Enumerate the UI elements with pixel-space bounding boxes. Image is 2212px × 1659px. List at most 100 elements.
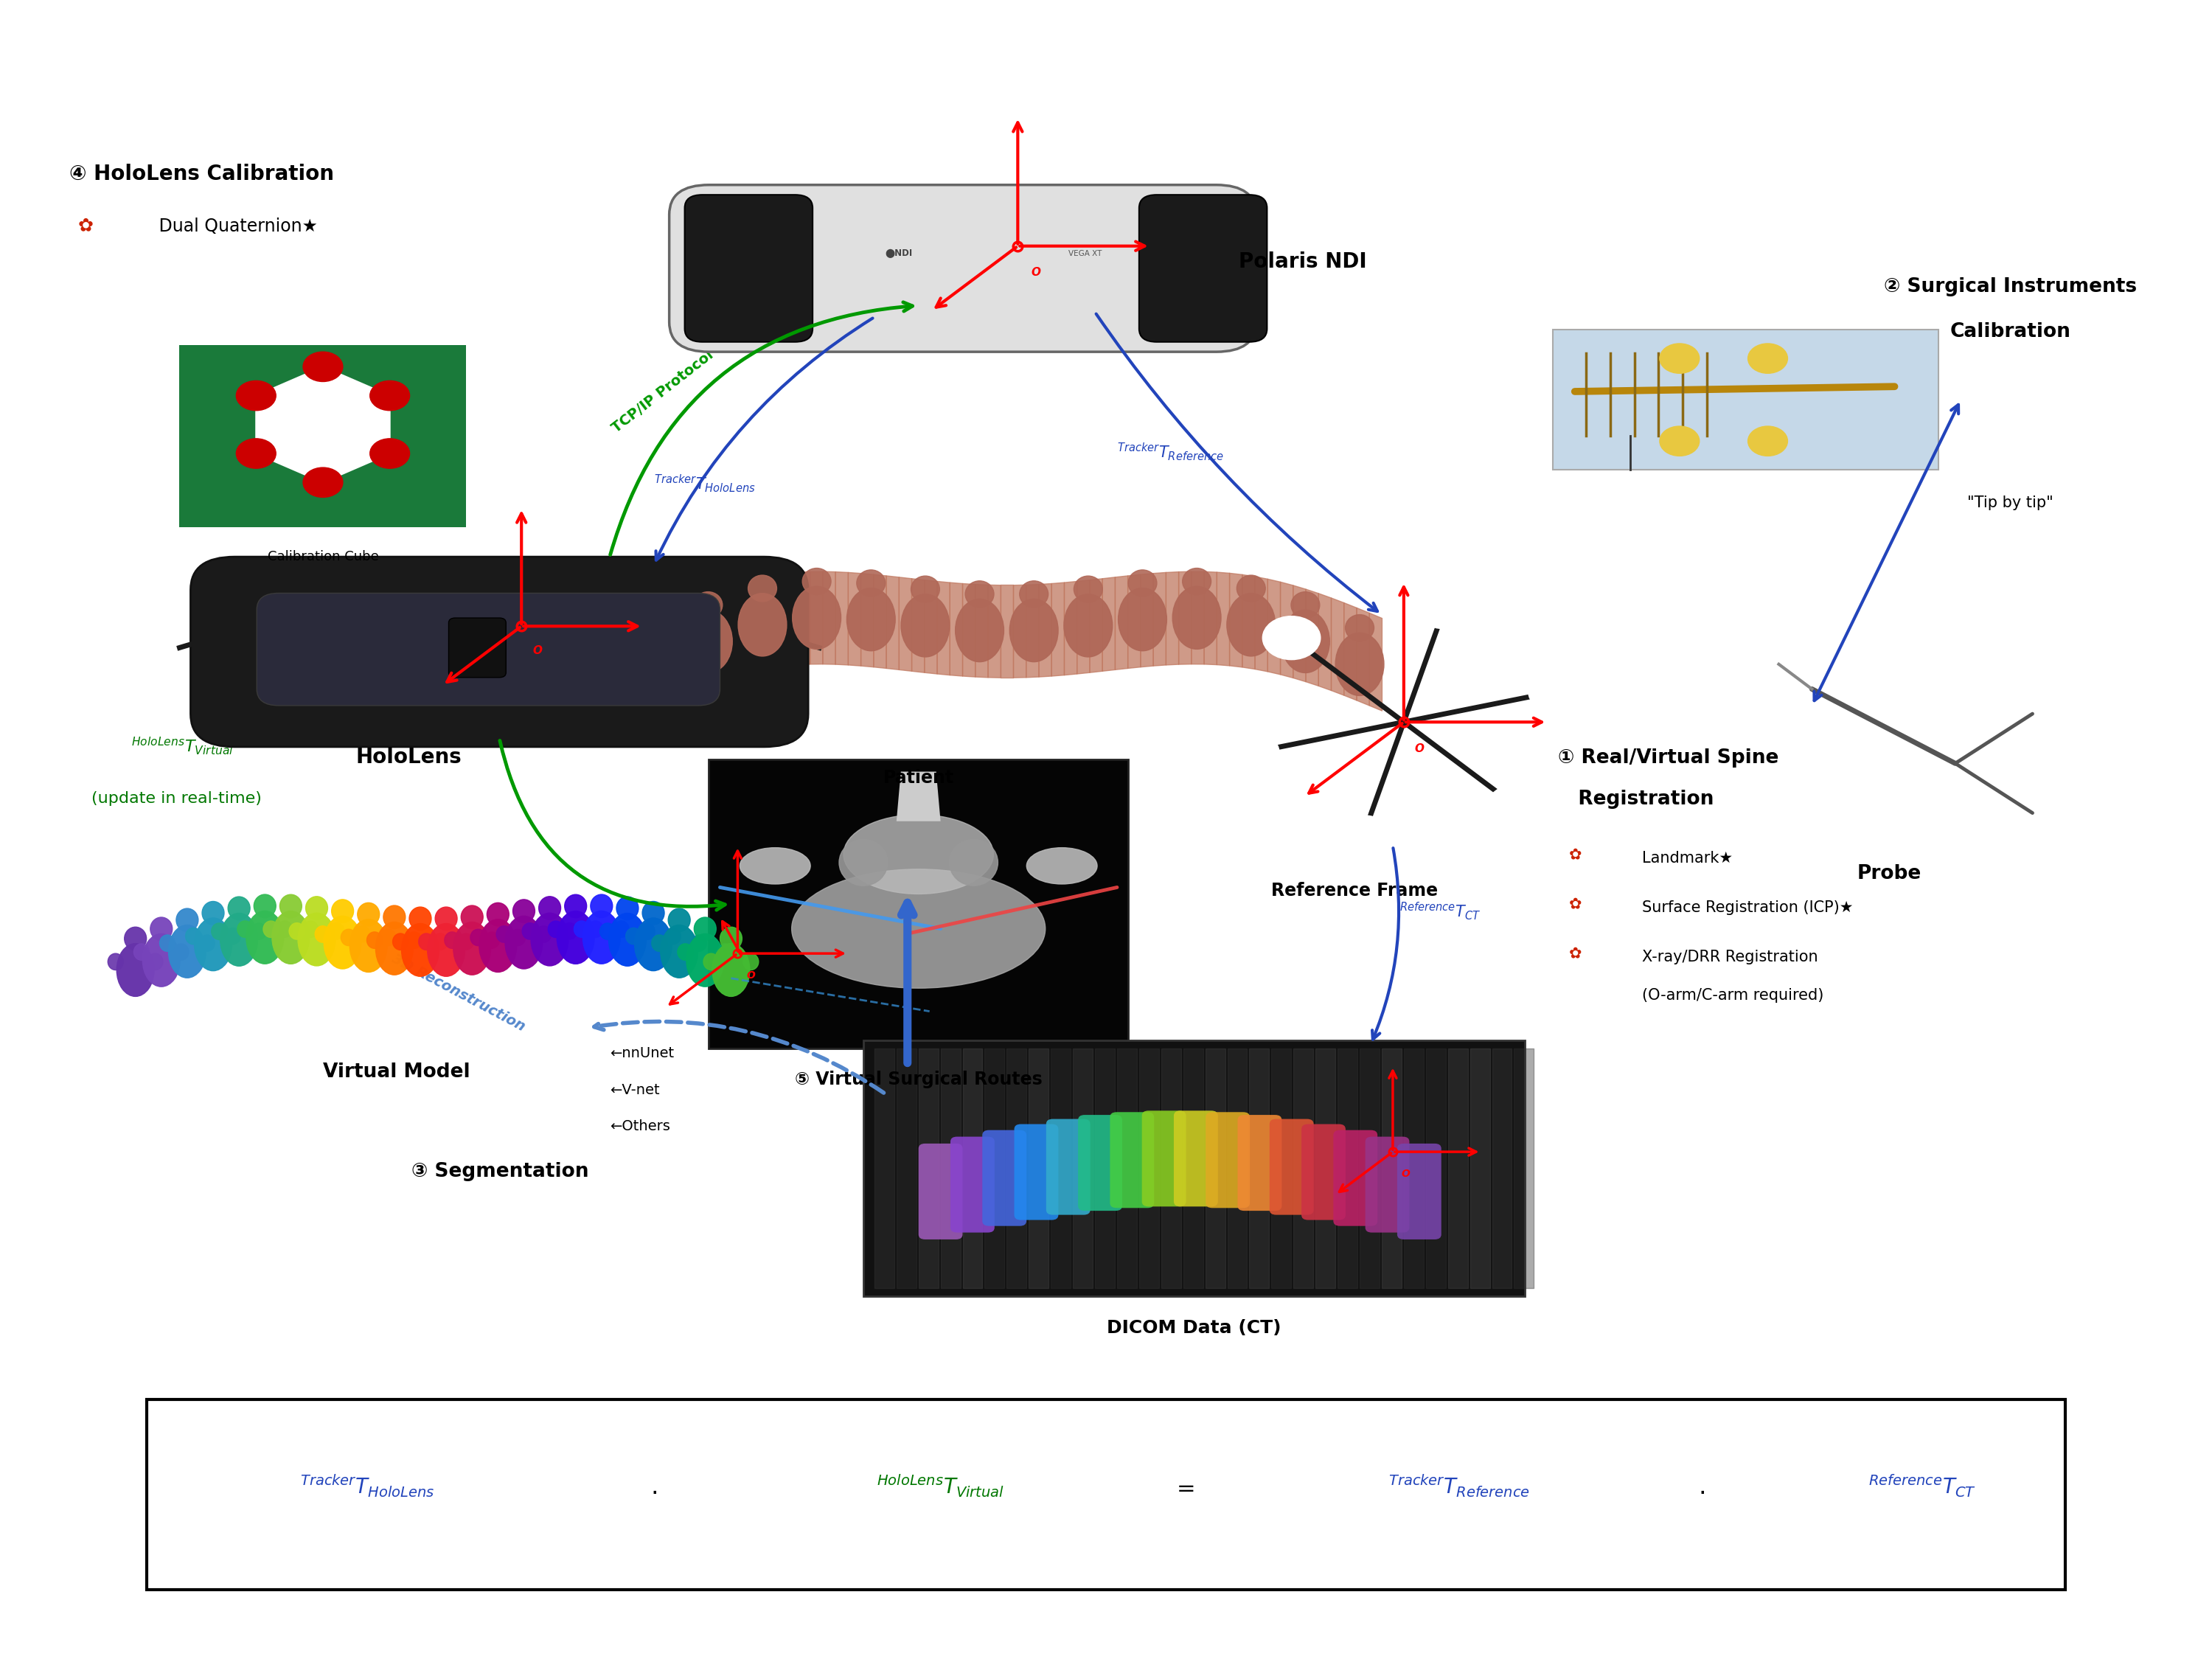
Text: $^{HoloLens}T_{Virtual}$: $^{HoloLens}T_{Virtual}$ xyxy=(131,735,234,757)
Ellipse shape xyxy=(403,924,438,977)
FancyArrowPatch shape xyxy=(447,627,520,682)
FancyArrowPatch shape xyxy=(1097,314,1378,611)
Ellipse shape xyxy=(599,922,615,939)
FancyBboxPatch shape xyxy=(179,345,467,528)
Ellipse shape xyxy=(299,912,336,966)
FancyBboxPatch shape xyxy=(1046,1118,1091,1214)
Text: ✿: ✿ xyxy=(1568,947,1582,961)
Text: $=$: $=$ xyxy=(1172,1477,1194,1498)
Ellipse shape xyxy=(487,902,509,926)
Ellipse shape xyxy=(739,594,787,657)
Circle shape xyxy=(1528,670,1586,713)
Ellipse shape xyxy=(843,815,993,894)
FancyArrowPatch shape xyxy=(739,949,843,957)
Text: $^{Tracker}T_{HoloLens}$: $^{Tracker}T_{HoloLens}$ xyxy=(655,473,754,494)
Text: O: O xyxy=(745,971,754,980)
Text: Probe: Probe xyxy=(1856,864,1922,884)
Ellipse shape xyxy=(495,926,511,942)
Ellipse shape xyxy=(1064,594,1113,657)
Ellipse shape xyxy=(803,567,832,594)
Text: ① Real/Virtual Spine: ① Real/Virtual Spine xyxy=(1557,748,1778,768)
Circle shape xyxy=(237,382,276,410)
Ellipse shape xyxy=(407,932,422,949)
FancyBboxPatch shape xyxy=(190,557,807,747)
Circle shape xyxy=(1263,617,1321,659)
Circle shape xyxy=(1334,816,1391,858)
FancyArrowPatch shape xyxy=(1013,123,1022,244)
Ellipse shape xyxy=(150,917,173,941)
Circle shape xyxy=(1416,586,1473,629)
Ellipse shape xyxy=(1128,569,1157,596)
Ellipse shape xyxy=(856,569,885,596)
Text: Polaris NDI: Polaris NDI xyxy=(1239,251,1367,272)
FancyBboxPatch shape xyxy=(982,1130,1026,1226)
FancyBboxPatch shape xyxy=(146,1400,2066,1589)
FancyBboxPatch shape xyxy=(1365,1136,1409,1233)
Ellipse shape xyxy=(513,899,535,922)
FancyArrowPatch shape xyxy=(1371,848,1398,1039)
Ellipse shape xyxy=(226,927,241,944)
Ellipse shape xyxy=(522,922,538,939)
Text: ⬤NDI: ⬤NDI xyxy=(885,249,914,259)
Circle shape xyxy=(369,438,409,468)
FancyBboxPatch shape xyxy=(708,760,1128,1048)
Ellipse shape xyxy=(666,927,681,944)
Text: O: O xyxy=(1402,1168,1411,1180)
Text: Surface Registration (ICP)★: Surface Registration (ICP)★ xyxy=(1641,901,1854,916)
Ellipse shape xyxy=(1020,581,1048,607)
Text: Patient: Patient xyxy=(883,770,953,786)
FancyArrowPatch shape xyxy=(595,1020,885,1093)
Text: $^{HoloLens}T_{Virtual}$: $^{HoloLens}T_{Virtual}$ xyxy=(876,1473,1004,1500)
FancyArrowPatch shape xyxy=(734,851,741,951)
Ellipse shape xyxy=(717,944,732,961)
FancyBboxPatch shape xyxy=(863,1040,1524,1296)
Ellipse shape xyxy=(332,899,354,922)
Text: X-ray/DRR Registration: X-ray/DRR Registration xyxy=(1641,951,1818,964)
Ellipse shape xyxy=(1026,848,1097,884)
Text: ✿: ✿ xyxy=(1568,848,1582,863)
Ellipse shape xyxy=(383,906,405,929)
FancyBboxPatch shape xyxy=(1139,194,1267,342)
FancyBboxPatch shape xyxy=(1334,1130,1378,1226)
Ellipse shape xyxy=(427,924,465,977)
Text: $^{Tracker}T_{HoloLens}$: $^{Tracker}T_{HoloLens}$ xyxy=(301,1473,434,1500)
Ellipse shape xyxy=(719,927,741,951)
Ellipse shape xyxy=(1009,599,1057,662)
Ellipse shape xyxy=(1073,576,1102,602)
Ellipse shape xyxy=(460,906,482,929)
Ellipse shape xyxy=(186,927,201,944)
Circle shape xyxy=(1747,343,1787,373)
Ellipse shape xyxy=(1281,611,1329,674)
Ellipse shape xyxy=(535,926,551,942)
Ellipse shape xyxy=(305,896,327,919)
Ellipse shape xyxy=(792,869,1046,989)
Ellipse shape xyxy=(531,912,568,966)
Ellipse shape xyxy=(847,587,896,650)
Ellipse shape xyxy=(613,921,628,937)
Ellipse shape xyxy=(591,894,613,917)
FancyArrowPatch shape xyxy=(670,954,737,1004)
FancyArrowPatch shape xyxy=(1400,587,1407,720)
Ellipse shape xyxy=(252,922,268,939)
Ellipse shape xyxy=(549,921,564,937)
FancyBboxPatch shape xyxy=(1110,1112,1155,1208)
Text: Reference Frame: Reference Frame xyxy=(1272,881,1438,899)
Text: (update in real-time): (update in real-time) xyxy=(91,791,261,806)
Text: "Tip by tip": "Tip by tip" xyxy=(1966,496,2053,509)
Ellipse shape xyxy=(1345,614,1374,640)
FancyBboxPatch shape xyxy=(951,1136,995,1233)
Ellipse shape xyxy=(617,896,639,919)
Ellipse shape xyxy=(201,901,223,924)
Ellipse shape xyxy=(228,896,250,919)
FancyArrowPatch shape xyxy=(657,319,874,561)
Ellipse shape xyxy=(117,944,155,997)
Text: ←V-net: ←V-net xyxy=(611,1083,659,1097)
Ellipse shape xyxy=(748,576,776,602)
FancyBboxPatch shape xyxy=(918,1143,962,1239)
Circle shape xyxy=(1747,426,1787,456)
Text: ✿: ✿ xyxy=(77,217,93,236)
Ellipse shape xyxy=(484,932,500,949)
FancyBboxPatch shape xyxy=(449,617,507,677)
Ellipse shape xyxy=(1292,592,1321,619)
Ellipse shape xyxy=(148,954,164,971)
